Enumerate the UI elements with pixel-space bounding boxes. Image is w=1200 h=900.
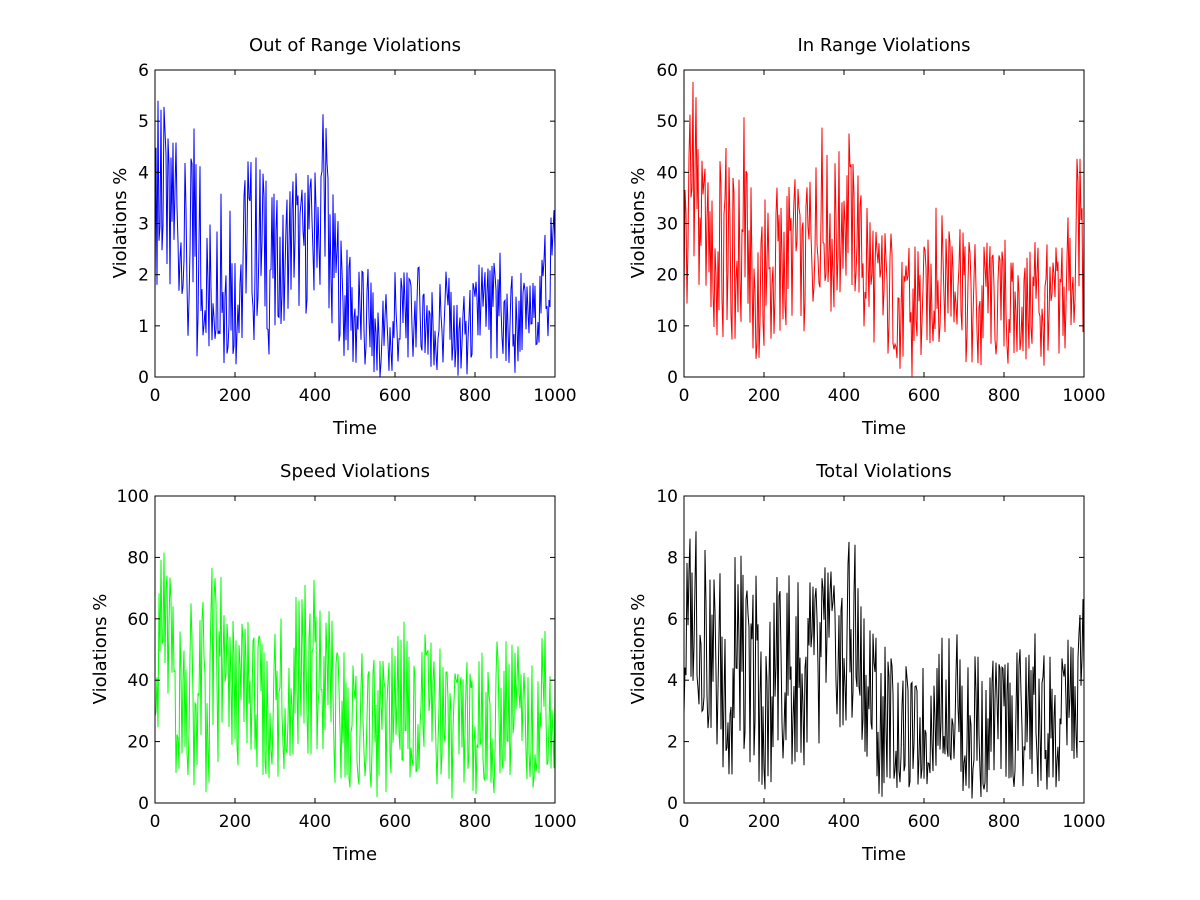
subplot-out-of-range: Out of Range Violations Time Violations … [110,35,577,439]
y-tick-label: 50 [656,112,678,132]
y-tick-label: 6 [138,61,149,81]
x-tick-label: 1000 [1062,812,1105,832]
plot-area: 0 200 400 600 800 1000 0 10 20 30 40 50 60 [656,61,1105,406]
plot-area: 0 200 400 600 800 1000 0 20 40 60 80 100 [117,487,577,832]
y-tick-label: 80 [127,548,149,568]
y-tick-label: 20 [127,733,149,753]
chart-title: Out of Range Violations [249,35,461,56]
x-tick-label: 200 [219,812,251,832]
x-tick-label: 0 [679,812,690,832]
x-axis-label: Time [332,418,377,439]
y-tick-label: 6 [667,610,678,630]
y-tick-label: 20 [656,266,678,286]
y-tick-label: 2 [667,733,678,753]
y-tick-label: 1 [138,317,149,337]
subplot-total: Total Violations Time Violations % 0 200 4… [628,461,1106,865]
y-tick-label: 0 [667,794,678,814]
y-tick-label: 60 [127,610,149,630]
x-tick-label: 400 [828,812,860,832]
x-tick-label: 400 [828,386,860,406]
y-tick-label: 10 [656,487,678,507]
x-tick-label: 800 [988,812,1020,832]
x-tick-label: 0 [679,386,690,406]
y-tick-label: 8 [667,548,678,568]
x-tick-label: 800 [988,386,1020,406]
x-axis-label: Time [861,844,906,865]
x-tick-label: 1000 [1062,386,1105,406]
y-tick-label: 100 [117,487,149,507]
y-tick-label: 5 [138,112,149,132]
x-tick-label: 400 [299,812,331,832]
y-tick-label: 30 [656,215,678,235]
plot-area: 0 200 400 600 800 1000 0 1 2 3 4 5 6 [138,61,576,406]
x-tick-label: 1000 [533,386,576,406]
y-axis-label: Violations % [90,594,111,705]
x-tick-label: 200 [219,386,251,406]
x-tick-label: 400 [299,386,331,406]
y-tick-label: 40 [656,163,678,183]
y-tick-label: 10 [656,317,678,337]
series-line [155,552,555,799]
y-tick-label: 60 [656,61,678,81]
y-tick-label: 3 [138,215,149,235]
x-tick-label: 600 [379,386,411,406]
x-tick-label: 1000 [533,812,576,832]
y-tick-label: 2 [138,266,149,286]
x-tick-label: 800 [459,812,491,832]
plot-area: 0 200 400 600 800 1000 0 2 4 6 8 10 [656,487,1105,832]
y-tick-label: 4 [667,671,678,691]
x-tick-label: 800 [459,386,491,406]
y-tick-label: 0 [667,368,678,388]
axes-frame [154,495,556,804]
chart-title: Total Violations [815,461,952,482]
axes-frame [683,495,1085,804]
x-tick-label: 200 [748,812,780,832]
x-axis-label: Time [861,418,906,439]
chart-title: Speed Violations [280,461,430,482]
series-line [684,531,1084,799]
x-tick-label: 0 [150,386,161,406]
x-tick-label: 200 [748,386,780,406]
chart-title: In Range Violations [797,35,970,56]
x-axis-label: Time [332,844,377,865]
x-tick-label: 0 [150,812,161,832]
subplot-speed: Speed Violations Time Violations % 0 200 4… [90,461,577,865]
y-tick-label: 0 [138,368,149,388]
subplot-in-range: In Range Violations Time Violations % 0 2… [628,35,1106,439]
y-tick-label: 4 [138,163,149,183]
y-tick-label: 0 [138,794,149,814]
series-line [684,81,1084,377]
y-axis-label: Violations % [628,594,649,705]
series-line [155,100,555,377]
y-axis-label: Violations % [110,168,131,279]
y-tick-label: 40 [127,671,149,691]
x-tick-label: 600 [908,812,940,832]
x-tick-label: 600 [908,386,940,406]
y-axis-label: Violations % [628,168,649,279]
x-tick-label: 600 [379,812,411,832]
